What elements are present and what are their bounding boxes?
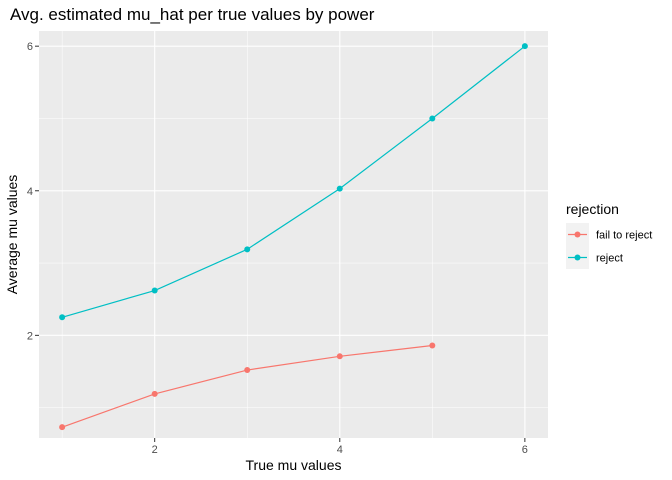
- data-point: [244, 246, 251, 253]
- y-axis-title: Average mu values: [4, 175, 20, 295]
- series-reject: [59, 43, 528, 321]
- legend-key-point: [574, 254, 581, 261]
- chart-title: Avg. estimated mu_hat per true values by…: [10, 5, 375, 24]
- legend-item: reject: [566, 246, 623, 269]
- series-fail-to-reject: [59, 342, 436, 431]
- data-point: [429, 115, 436, 122]
- plot-panel: [39, 31, 548, 438]
- major-gridlines: [39, 31, 548, 438]
- data-point: [336, 353, 343, 360]
- data-point: [244, 367, 251, 374]
- data-point: [151, 390, 158, 397]
- data-point: [59, 314, 66, 321]
- legend-key-point: [574, 231, 581, 238]
- y-tick-label: 6: [27, 41, 33, 53]
- x-axis-title: True mu values: [246, 457, 342, 473]
- axis-ticks: 2 4 6 2 4 6: [27, 41, 528, 456]
- x-tick-label: 4: [337, 444, 343, 456]
- x-tick-label: 2: [152, 444, 158, 456]
- series-layer: [59, 43, 528, 431]
- data-point: [336, 185, 343, 192]
- legend: rejection fail to reject reject: [566, 201, 652, 269]
- legend-item: fail to reject: [566, 223, 652, 246]
- x-tick-label: 6: [522, 444, 528, 456]
- y-tick-label: 4: [27, 186, 33, 198]
- minor-gridlines: [39, 31, 548, 438]
- y-tick-label: 2: [27, 330, 33, 342]
- legend-title: rejection: [566, 201, 619, 217]
- data-point: [521, 43, 528, 50]
- series-line: [61, 45, 526, 318]
- legend-items: fail to reject reject: [566, 223, 652, 269]
- data-point: [151, 287, 158, 294]
- data-point: [59, 424, 66, 431]
- legend-label: reject: [596, 253, 623, 265]
- legend-label: fail to reject: [596, 230, 652, 242]
- data-point: [429, 342, 436, 349]
